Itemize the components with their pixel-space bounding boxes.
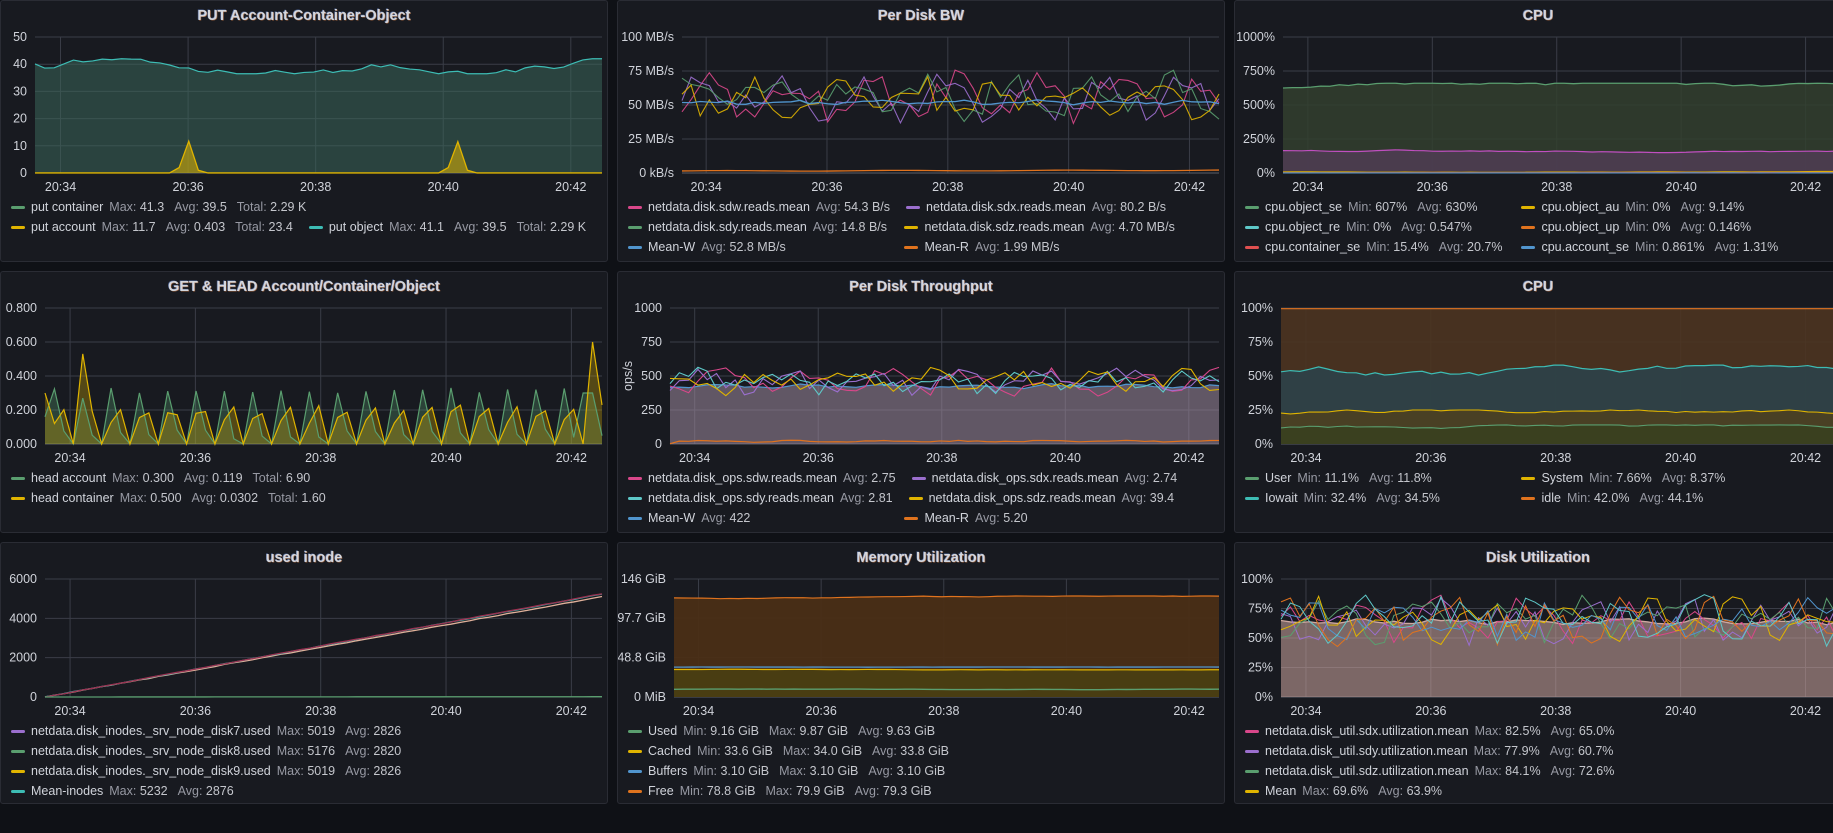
svg-text:75%: 75% <box>1248 335 1273 349</box>
svg-text:20:38: 20:38 <box>1541 180 1572 194</box>
svg-text:0: 0 <box>655 437 662 451</box>
svg-text:10: 10 <box>13 139 27 153</box>
svg-text:0%: 0% <box>1255 690 1273 704</box>
svg-text:0.400: 0.400 <box>6 369 37 383</box>
svg-text:20:34: 20:34 <box>1290 704 1321 718</box>
svg-text:0%: 0% <box>1257 166 1275 180</box>
svg-text:100%: 100% <box>1241 572 1273 586</box>
svg-text:20: 20 <box>13 112 27 126</box>
svg-text:20:34: 20:34 <box>683 704 714 718</box>
svg-text:0.200: 0.200 <box>6 403 37 417</box>
svg-text:100 MB/s: 100 MB/s <box>621 30 674 44</box>
svg-text:40: 40 <box>13 57 27 71</box>
svg-text:25%: 25% <box>1248 661 1273 675</box>
svg-text:0: 0 <box>30 690 37 704</box>
svg-text:ops/s: ops/s <box>621 361 635 391</box>
svg-text:20:40: 20:40 <box>430 451 461 465</box>
svg-text:20:34: 20:34 <box>679 451 710 465</box>
svg-text:500%: 500% <box>1243 98 1275 112</box>
svg-text:20:34: 20:34 <box>691 180 722 194</box>
svg-text:1000%: 1000% <box>1236 30 1275 44</box>
svg-text:20:42: 20:42 <box>556 451 587 465</box>
svg-text:20:40: 20:40 <box>1665 451 1696 465</box>
svg-text:20:38: 20:38 <box>1540 451 1571 465</box>
svg-text:20:42: 20:42 <box>1173 704 1204 718</box>
svg-text:48.8 GiB: 48.8 GiB <box>618 651 666 665</box>
svg-text:20:34: 20:34 <box>54 451 85 465</box>
svg-text:20:40: 20:40 <box>1051 704 1082 718</box>
svg-text:0%: 0% <box>1255 437 1273 451</box>
svg-text:750%: 750% <box>1243 64 1275 78</box>
svg-text:50: 50 <box>13 30 27 44</box>
svg-text:20:38: 20:38 <box>932 180 963 194</box>
svg-text:20:38: 20:38 <box>926 451 957 465</box>
svg-text:20:42: 20:42 <box>1790 180 1821 194</box>
svg-text:20:38: 20:38 <box>300 180 331 194</box>
svg-text:20:40: 20:40 <box>1050 451 1081 465</box>
svg-text:50 MB/s: 50 MB/s <box>628 98 674 112</box>
svg-text:0.800: 0.800 <box>6 301 37 315</box>
svg-text:20:34: 20:34 <box>45 180 76 194</box>
svg-text:20:38: 20:38 <box>305 704 336 718</box>
svg-text:146 GiB: 146 GiB <box>621 572 666 586</box>
svg-text:97.7 GiB: 97.7 GiB <box>618 611 666 625</box>
svg-text:50%: 50% <box>1248 369 1273 383</box>
svg-text:75 MB/s: 75 MB/s <box>628 64 674 78</box>
svg-text:20:42: 20:42 <box>556 704 587 718</box>
svg-text:20:42: 20:42 <box>1173 451 1204 465</box>
svg-text:100%: 100% <box>1241 301 1273 315</box>
svg-text:50%: 50% <box>1248 631 1273 645</box>
svg-text:0 kB/s: 0 kB/s <box>639 166 674 180</box>
svg-text:4000: 4000 <box>9 611 37 625</box>
svg-text:25 MB/s: 25 MB/s <box>628 132 674 146</box>
svg-text:0.000: 0.000 <box>6 437 37 451</box>
svg-text:20:36: 20:36 <box>803 451 834 465</box>
svg-text:20:40: 20:40 <box>430 704 461 718</box>
svg-text:20:36: 20:36 <box>811 180 842 194</box>
svg-text:2000: 2000 <box>9 651 37 665</box>
svg-text:30: 30 <box>13 84 27 98</box>
svg-text:20:34: 20:34 <box>1290 451 1321 465</box>
svg-text:20:38: 20:38 <box>305 451 336 465</box>
svg-text:20:40: 20:40 <box>1666 180 1697 194</box>
svg-text:20:34: 20:34 <box>54 704 85 718</box>
svg-text:20:40: 20:40 <box>1053 180 1084 194</box>
svg-text:20:42: 20:42 <box>1174 180 1205 194</box>
svg-text:20:40: 20:40 <box>1665 704 1696 718</box>
svg-text:500: 500 <box>641 369 662 383</box>
svg-text:20:36: 20:36 <box>172 180 203 194</box>
svg-text:25%: 25% <box>1248 403 1273 417</box>
svg-text:0 MiB: 0 MiB <box>634 690 666 704</box>
svg-text:20:36: 20:36 <box>180 451 211 465</box>
svg-text:20:40: 20:40 <box>428 180 459 194</box>
svg-text:250: 250 <box>641 403 662 417</box>
svg-text:0: 0 <box>20 166 27 180</box>
svg-text:250%: 250% <box>1243 132 1275 146</box>
svg-text:20:38: 20:38 <box>928 704 959 718</box>
svg-text:20:36: 20:36 <box>1417 180 1448 194</box>
svg-text:20:42: 20:42 <box>555 180 586 194</box>
svg-text:6000: 6000 <box>9 572 37 586</box>
svg-text:75%: 75% <box>1248 602 1273 616</box>
svg-text:20:38: 20:38 <box>1540 704 1571 718</box>
svg-text:20:36: 20:36 <box>180 704 211 718</box>
svg-text:20:36: 20:36 <box>1415 451 1446 465</box>
svg-text:20:36: 20:36 <box>806 704 837 718</box>
svg-text:20:42: 20:42 <box>1790 704 1821 718</box>
svg-text:20:34: 20:34 <box>1292 180 1323 194</box>
svg-text:1000: 1000 <box>634 301 662 315</box>
svg-text:0.600: 0.600 <box>6 335 37 349</box>
svg-text:20:42: 20:42 <box>1790 451 1821 465</box>
svg-text:20:36: 20:36 <box>1415 704 1446 718</box>
svg-text:750: 750 <box>641 335 662 349</box>
